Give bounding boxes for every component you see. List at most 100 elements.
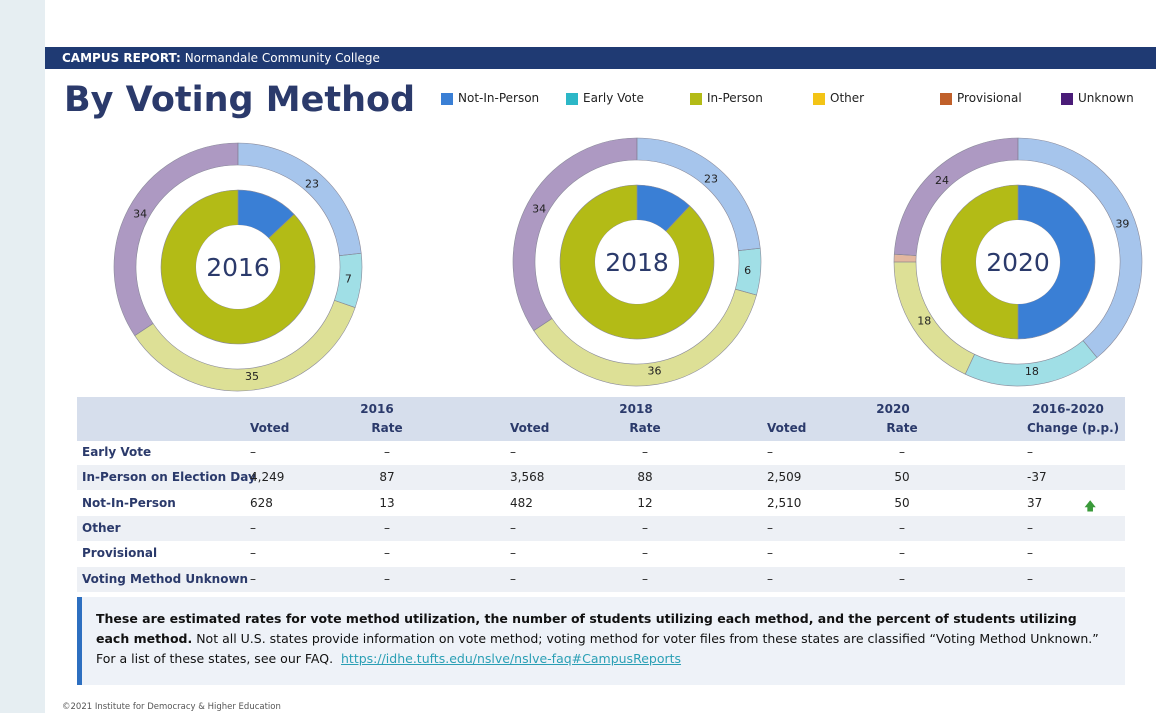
table-cell: –	[899, 546, 905, 561]
table-cell: –	[1027, 571, 1033, 586]
legend-swatch	[441, 93, 453, 105]
table-cell: 87	[379, 470, 395, 485]
sub-header: Rate	[371, 421, 403, 435]
table-cell: –	[767, 571, 773, 586]
slice-label: 39	[1115, 217, 1129, 230]
legend-label: Not-In-Person	[458, 91, 540, 105]
table-cell: –	[250, 571, 256, 586]
row-bg	[77, 515, 1125, 541]
slice-label: 34	[532, 203, 546, 216]
header-label: CAMPUS REPORT:	[62, 51, 181, 65]
slice-label: 6	[744, 264, 751, 277]
table-header-bg	[77, 397, 1125, 441]
legend-swatch	[1061, 93, 1073, 105]
table-cell: –	[767, 546, 773, 561]
slice-label: 7	[345, 272, 352, 285]
slice-label: 35	[245, 370, 259, 383]
table-cell: 4,249	[250, 470, 285, 485]
donut-charts: 23 7 35 34 2016 23 6 36 34 2018 39 18 18 24 2020	[113, 137, 1143, 392]
faq-link[interactable]: https://idhe.tufts.edu/nslve/nslve-faq#C…	[341, 651, 682, 666]
year-header: 2016-2020	[1032, 402, 1104, 416]
table-cell: –	[899, 520, 905, 535]
legend-label: Early Vote	[583, 91, 644, 105]
note-box: These are estimated rates for vote metho…	[77, 597, 1125, 685]
year-header: 2018	[619, 402, 653, 416]
row-label: Early Vote	[82, 445, 152, 459]
legend-swatch	[813, 93, 825, 105]
legend-label: Provisional	[957, 91, 1022, 105]
note-bold: These are estimated rates for vote metho…	[96, 611, 1077, 646]
table-cell: –	[510, 520, 516, 535]
table-cell: –	[510, 571, 516, 586]
table-cell: 13	[379, 495, 395, 510]
slice-label: 23	[305, 177, 319, 190]
row-label: Other	[82, 520, 121, 535]
table-cell: 482	[510, 495, 533, 510]
slice-label: 23	[704, 172, 718, 185]
table-cell: –	[510, 546, 516, 561]
row-label: In-Person on Election Day	[82, 470, 256, 485]
legend-label: In-Person	[707, 91, 763, 105]
year-header: 2020	[876, 402, 910, 416]
slice-label: 18	[1025, 365, 1039, 378]
table-cell: –	[250, 445, 256, 459]
legend-swatch	[690, 93, 702, 105]
footer: ©2021 Institute for Democracy & Higher E…	[62, 702, 281, 712]
year-header: 2016	[360, 402, 394, 416]
table-cell: –	[899, 571, 905, 586]
legend-label: Unknown	[1078, 91, 1134, 105]
row-label: Provisional	[82, 546, 158, 561]
outer-slice	[964, 340, 1098, 387]
table-cell: –	[899, 445, 905, 459]
table-cell: 2,509	[767, 470, 802, 485]
year-label: 2018	[605, 248, 669, 277]
outer-slice	[113, 142, 239, 337]
table-cell: –	[642, 445, 648, 459]
slice-label: 34	[133, 208, 147, 221]
table-cell: –	[767, 520, 773, 535]
table-cell: 3,568	[510, 470, 545, 485]
slice-label: 36	[648, 365, 662, 378]
table-cell: –	[642, 520, 648, 535]
legend-label: Other	[830, 91, 865, 105]
table-cell: –	[642, 571, 648, 586]
table-cell: –	[1027, 520, 1033, 535]
sub-header: Voted	[250, 421, 290, 435]
page-title: By Voting Method	[64, 80, 416, 120]
table-cell: –	[384, 571, 390, 586]
outer-slice	[893, 137, 1019, 256]
row-label: Voting Method Unknown	[82, 571, 249, 586]
sub-header: Rate	[886, 421, 918, 435]
table-cell: -37	[1027, 470, 1047, 485]
sub-header: Rate	[629, 421, 661, 435]
legend-swatch	[940, 93, 952, 105]
row-bg	[77, 465, 1125, 491]
table-cell: –	[384, 445, 390, 459]
center-hole	[595, 220, 679, 304]
center-hole	[196, 225, 280, 309]
table-cell: 12	[637, 495, 653, 510]
table-cell: 88	[637, 470, 653, 485]
sub-header: Voted	[510, 421, 550, 435]
center-hole	[976, 220, 1060, 304]
table-cell: –	[1027, 546, 1033, 561]
row-label: Not-In-Person	[82, 495, 176, 510]
row-bg	[77, 566, 1125, 592]
header-bar: CAMPUS REPORT: Normandale Community Coll…	[45, 47, 1156, 69]
outer-slice	[512, 137, 638, 332]
table-cell: –	[384, 520, 390, 535]
table-cell: 50	[894, 470, 910, 485]
slice-label: 24	[935, 174, 949, 187]
campus-name: Normandale Community College	[184, 51, 380, 65]
sub-header: Voted	[767, 421, 807, 435]
note-text: Not all U.S. states provide information …	[192, 631, 1099, 646]
year-label: 2020	[986, 248, 1050, 277]
up-arrow: 🡅	[1084, 499, 1097, 513]
table-cell: –	[510, 445, 516, 459]
sub-header: Change (p.p.)	[1027, 421, 1120, 435]
table-cell: 628	[250, 495, 273, 510]
legend-swatch	[566, 93, 578, 105]
table-cell: –	[767, 445, 773, 459]
table-cell: 50	[894, 495, 910, 510]
